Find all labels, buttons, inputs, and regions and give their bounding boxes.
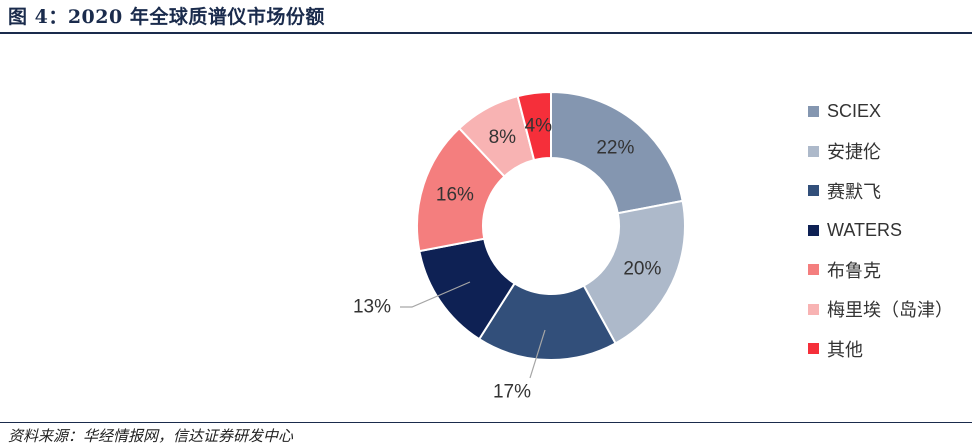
legend-label-1: 安捷伦 — [827, 142, 881, 163]
legend-item-3: WATERS — [808, 211, 953, 251]
data-label-5: 8% — [489, 127, 517, 148]
legend-item-4: 布鲁克 — [808, 250, 953, 290]
legend-swatch-4 — [808, 264, 819, 276]
data-label-0: 22% — [596, 138, 634, 159]
slice-1 — [582, 199, 686, 345]
data-label-1: 20% — [623, 259, 661, 280]
leader-line-3 — [400, 281, 471, 308]
legend-swatch-5 — [808, 303, 819, 315]
source-note: 资料来源：华经情报网，信达证券研发中心 — [8, 427, 294, 445]
legend-swatch-3 — [808, 224, 819, 236]
legend-label-0: SCIEX — [827, 101, 882, 122]
data-label-2: 17% — [493, 382, 531, 403]
figure-title: 图 4：2020 年全球质谱仪市场份额 — [8, 6, 325, 28]
slice-0 — [550, 90, 684, 215]
slice-6 — [516, 90, 552, 162]
legend-swatch-2 — [808, 185, 819, 197]
leader-line-2 — [529, 329, 546, 379]
legend-item-6: 其他 — [808, 329, 953, 369]
data-label-4: 16% — [436, 184, 474, 205]
chart-legend: SCIEX 安捷伦赛默飞 WATERS 布鲁克梅里埃（岛津） 其他 — [808, 92, 953, 369]
donut-chart: 22% 20% 17% 13% 16% 8% 4% — [353, 90, 686, 403]
legend-item-5: 梅里埃（岛津） — [808, 290, 953, 330]
legend-label-6: 其他 — [827, 339, 863, 360]
legend-label-4: 布鲁克 — [827, 260, 881, 281]
legend-swatch-6 — [808, 343, 819, 355]
legend-label-2: 赛默飞 — [827, 181, 881, 202]
legend-swatch-1 — [808, 145, 819, 157]
legend-item-2: 赛默飞 — [808, 171, 953, 211]
legend-label-5: 梅里埃（岛津） — [827, 300, 953, 321]
legend-item-0: SCIEX — [808, 92, 953, 132]
data-label-6: 4% — [525, 115, 553, 136]
legend-label-3: WATERS — [827, 219, 902, 240]
source-rule — [0, 422, 972, 423]
legend-item-1: 安捷伦 — [808, 132, 953, 172]
data-label-3: 13% — [353, 297, 391, 318]
legend-swatch-0 — [808, 106, 819, 118]
title-rule — [0, 32, 972, 34]
